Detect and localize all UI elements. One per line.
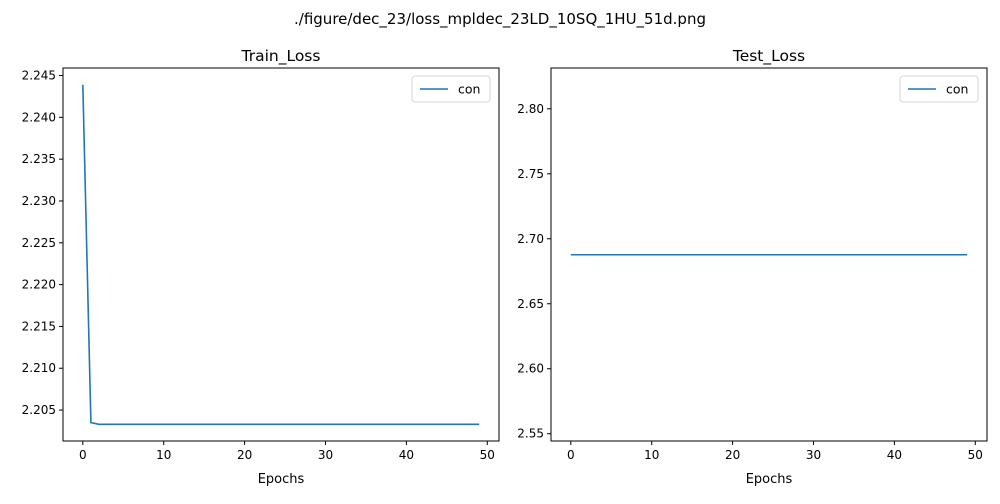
x-tick-label: 0 — [79, 448, 87, 462]
train-loss-panel: Train_Loss Epochs 0 10 20 30 40 50 2.205 2.210 2… — [22, 47, 500, 487]
x-tick-label: 40 — [887, 448, 902, 462]
x-tick-label: 10 — [644, 448, 659, 462]
test-loss-panel: Test_Loss Epochs 0 10 20 30 40 50 2.55 2.60 2.65… — [517, 47, 988, 487]
figure-title: ./figure/dec_23/loss_mpldec_23LD_10SQ_1H… — [294, 10, 706, 29]
y-tick-label: 2.205 — [22, 403, 56, 417]
y-tick-label: 2.230 — [22, 194, 56, 208]
y-tick-label: 2.215 — [22, 319, 56, 333]
x-tick-label: 30 — [806, 448, 821, 462]
y-tick-label: 2.65 — [517, 297, 544, 311]
x-axis-label: Epochs — [746, 472, 793, 487]
y-tick-label: 2.55 — [517, 427, 544, 441]
x-tick-label: 50 — [968, 448, 983, 462]
x-tick-label: 20 — [237, 448, 252, 462]
panel-title: Test_Loss — [732, 47, 805, 66]
y-tick-label: 2.80 — [517, 102, 544, 116]
legend-label: con — [946, 82, 968, 97]
y-tick-label: 2.70 — [517, 232, 544, 246]
legend: con — [411, 75, 491, 103]
plot-frame — [62, 67, 500, 442]
y-tick-label: 2.210 — [22, 361, 56, 375]
legend-box — [411, 75, 491, 103]
x-tick-label: 40 — [399, 448, 414, 462]
y-tick-label: 2.220 — [22, 278, 56, 292]
panel-title: Train_Loss — [241, 47, 321, 66]
x-tick-label: 0 — [567, 448, 575, 462]
y-tick-label: 2.240 — [22, 110, 56, 124]
plot-frame — [550, 67, 988, 442]
legend: con — [899, 75, 979, 103]
y-tick-label: 2.75 — [517, 167, 544, 181]
x-tick-label: 10 — [156, 448, 171, 462]
series-line-con — [82, 84, 480, 426]
x-axis-label: Epochs — [258, 472, 305, 487]
legend-box — [899, 75, 979, 103]
x-tick-label: 20 — [725, 448, 740, 462]
legend-label: con — [458, 82, 480, 97]
y-tick-label: 2.235 — [22, 152, 56, 166]
y-tick-label: 2.225 — [22, 236, 56, 250]
y-tick-label: 2.60 — [517, 362, 544, 376]
x-tick-label: 50 — [480, 448, 495, 462]
x-tick-label: 30 — [318, 448, 333, 462]
y-tick-label: 2.245 — [22, 69, 56, 83]
